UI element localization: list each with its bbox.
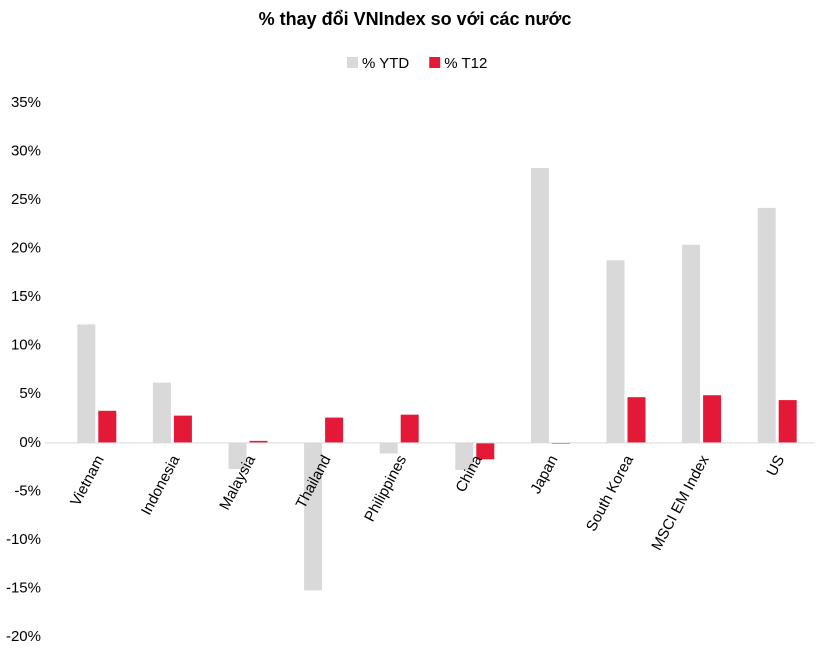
y-tick-label: -15%	[6, 579, 41, 596]
bar	[304, 442, 323, 591]
bar	[249, 440, 268, 443]
bar	[606, 260, 625, 443]
legend-swatch	[429, 57, 441, 68]
y-tick-label: -10%	[6, 531, 41, 548]
bar	[98, 410, 117, 443]
bar	[228, 442, 247, 470]
bar	[455, 442, 474, 471]
legend-swatch	[347, 57, 358, 68]
x-tick-label: Indonesia	[138, 452, 184, 518]
y-tick-label: -20%	[6, 628, 41, 645]
x-tick-label: US	[763, 453, 788, 479]
bar	[627, 397, 646, 443]
y-tick-label: 35%	[11, 94, 41, 111]
y-tick-label: 30%	[11, 143, 41, 160]
bar	[400, 414, 419, 443]
x-tick-label: Philippines	[361, 453, 410, 525]
y-tick-label: 10%	[11, 337, 41, 354]
legend-label: % T12	[444, 55, 487, 72]
y-tick-label: 5%	[19, 385, 41, 402]
bar	[379, 442, 398, 454]
bar	[77, 324, 96, 443]
x-tick-label: South Korea	[583, 452, 637, 534]
x-tick-label: Vietnam	[67, 453, 108, 509]
bar	[325, 417, 344, 443]
bar	[476, 442, 495, 460]
y-tick-label: 0%	[19, 434, 41, 451]
y-tick-label: 25%	[11, 191, 41, 208]
chart-title: % thay đổi VNIndex so với các nước	[259, 9, 572, 29]
y-tick-label: 15%	[11, 288, 41, 305]
y-tick-label: -5%	[14, 482, 41, 499]
bar	[152, 382, 171, 443]
x-tick-label: MSCI EM Index	[648, 452, 713, 553]
bar	[778, 400, 797, 443]
legend-label: % YTD	[362, 55, 409, 72]
bar	[682, 244, 701, 443]
x-tick-label: Japan	[527, 453, 561, 497]
bar	[530, 168, 549, 443]
bar	[703, 395, 722, 443]
bar	[757, 207, 776, 443]
bar	[173, 415, 192, 443]
y-tick-label: 20%	[11, 240, 41, 257]
